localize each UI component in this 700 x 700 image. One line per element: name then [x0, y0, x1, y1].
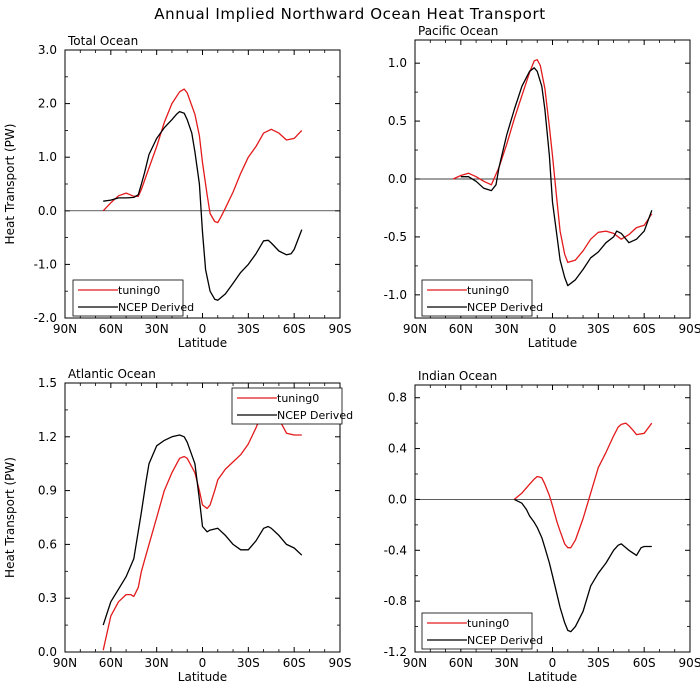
legend-label: tuning0: [118, 284, 160, 297]
legend: tuning0 NCEP Derived: [72, 279, 194, 317]
series-line-ncep-derived: [102, 434, 303, 626]
y-tick-label: 0.5: [388, 114, 407, 128]
x-tick-label: 60S: [633, 322, 656, 336]
plot-frame: [414, 384, 691, 653]
x-tick-label: 30N: [145, 322, 169, 336]
legend: tuning0 NCEP Derived: [231, 387, 353, 425]
x-tick-label: 30S: [237, 656, 260, 670]
chart-pacific: 90N 60N 30N 0 30S 60S 90S -1.0 -0.5 0.0 0.5 1.0 Paci…: [384, 24, 700, 350]
chart-atlantic: 90N 60N 30N 0 30S 60S 90S 0.0 0.3 0.6 0.9 1.2 1.5 Atl…: [3, 367, 353, 684]
x-tick-label: 90N: [53, 322, 77, 336]
y-tick-label: -1.2: [384, 645, 407, 659]
x-tick-label: 60N: [99, 322, 123, 336]
legend-label: tuning0: [277, 392, 319, 405]
legend-label: tuning0: [467, 617, 509, 630]
legend: tuning0 NCEP Derived: [421, 612, 543, 650]
x-tick-label: 30N: [145, 656, 169, 670]
y-tick-label: 0.0: [388, 172, 407, 186]
x-tick-label: 60S: [283, 322, 306, 336]
y-tick-label: 3.0: [38, 43, 57, 57]
legend-box: [421, 279, 533, 317]
series-line-ncep-derived: [460, 67, 653, 287]
chart-total: 90N 60N 30N 0 30S 60S 90S -2.0 -1.0 0.0 1.0 2.0 3.0 T…: [3, 34, 351, 350]
x-tick-label: 60S: [633, 656, 656, 670]
y-tick-label: 1.5: [38, 376, 57, 390]
x-tick-label: 60N: [99, 656, 123, 670]
panel-title: Total Ocean: [67, 34, 138, 48]
x-tick-label: 90S: [329, 322, 352, 336]
y-axis-label: Heat Transport (PW): [3, 457, 17, 578]
y-tick-label: 1.0: [388, 56, 407, 70]
panel-title: Indian Ocean: [418, 369, 497, 383]
legend-label: tuning0: [467, 284, 509, 297]
x-tick-label: 90S: [679, 656, 700, 670]
series-line-tuning0: [452, 59, 653, 264]
figure-title: Annual Implied Northward Ocean Heat Tran…: [154, 5, 545, 23]
panel-title: Atlantic Ocean: [68, 367, 156, 381]
x-tick-label: 90S: [679, 322, 700, 336]
y-tick-label: -0.8: [384, 594, 407, 608]
series-line-ncep-derived: [103, 110, 303, 301]
x-tick-label: 90S: [329, 656, 352, 670]
legend-label: NCEP Derived: [277, 409, 353, 422]
y-tick-label: 0.3: [38, 591, 57, 605]
x-tick-label: 0: [199, 656, 207, 670]
x-tick-label: 30N: [495, 322, 519, 336]
y-tick-label: 0.0: [38, 645, 57, 659]
legend-box: [231, 387, 343, 425]
x-axis-label: Latitude: [178, 336, 227, 350]
y-tick-label: 0.8: [388, 391, 407, 405]
y-tick-label: 0.6: [38, 537, 57, 551]
x-axis-label: Latitude: [528, 336, 577, 350]
x-tick-label: 60N: [449, 656, 473, 670]
x-tick-label: 0: [549, 322, 557, 336]
x-tick-label: 30N: [495, 656, 519, 670]
y-tick-label: 1.2: [38, 430, 57, 444]
legend-label: NCEP Derived: [467, 301, 543, 314]
x-tick-label: 90N: [403, 656, 427, 670]
x-axis-label: Latitude: [528, 670, 577, 684]
y-tick-label: -1.0: [34, 257, 57, 271]
x-axis-label: Latitude: [178, 670, 227, 684]
y-tick-label: 1.0: [38, 150, 57, 164]
chart-indian: 90N 60N 30N 0 30S 60S 90S -1.2 -0.8 -0.4 0.0 0.4 0.8…: [384, 369, 700, 684]
y-tick-label: -0.4: [384, 543, 407, 557]
y-axis-label: Heat Transport (PW): [3, 124, 17, 245]
y-tick-label: -0.5: [384, 230, 407, 244]
legend-box: [421, 612, 533, 650]
y-tick-label: 0.0: [38, 204, 57, 218]
legend-label: NCEP Derived: [118, 301, 194, 314]
legend-label: NCEP Derived: [467, 634, 543, 647]
y-tick-label: 0.4: [388, 442, 407, 456]
x-tick-label: 90N: [53, 656, 77, 670]
y-tick-label: 0.9: [38, 484, 57, 498]
x-tick-label: 0: [549, 656, 557, 670]
x-tick-label: 30S: [587, 656, 610, 670]
x-tick-label: 0: [199, 322, 207, 336]
series-line-ncep-derived: [514, 498, 652, 633]
x-tick-label: 60N: [449, 322, 473, 336]
series-line-tuning0: [513, 422, 653, 549]
series-line-tuning0: [102, 88, 303, 224]
y-tick-label: -1.0: [384, 288, 407, 302]
x-tick-label: 30S: [237, 322, 260, 336]
x-tick-label: 30S: [587, 322, 610, 336]
y-tick-label: 0.0: [388, 492, 407, 506]
y-tick-label: -2.0: [34, 311, 57, 325]
y-tick-label: 2.0: [38, 97, 57, 111]
legend: tuning0 NCEP Derived: [421, 279, 543, 317]
x-tick-label: 90N: [403, 322, 427, 336]
x-tick-label: 60S: [283, 656, 306, 670]
panel-title: Pacific Ocean: [418, 24, 498, 38]
legend-box: [72, 279, 184, 317]
plot-frame: [64, 49, 341, 319]
